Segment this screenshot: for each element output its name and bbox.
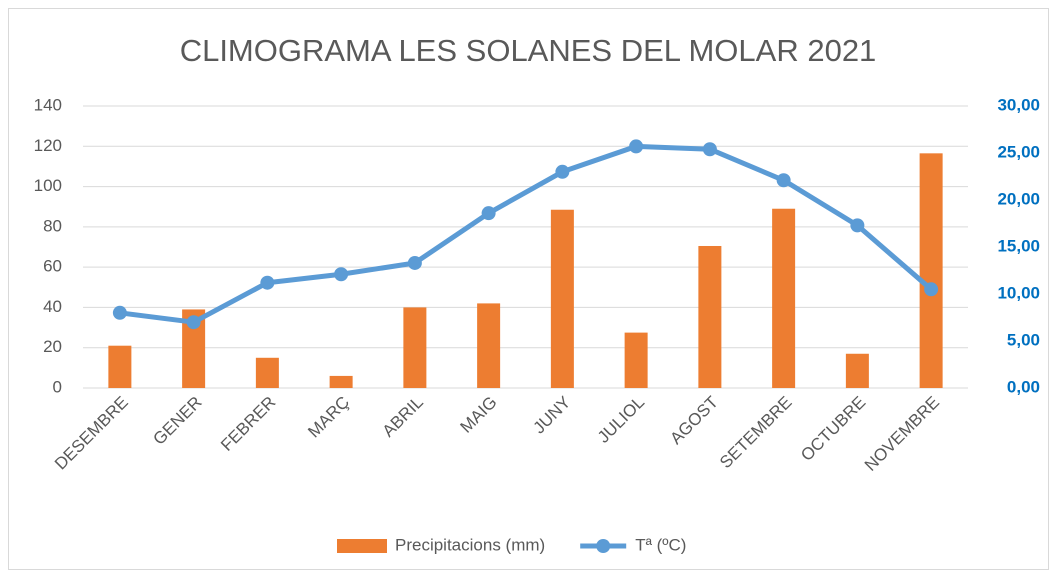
y-tick-label: 80 [43, 216, 62, 235]
y2-tick-label: 30,00 [997, 95, 1040, 114]
bar [477, 303, 501, 388]
line-marker [112, 305, 127, 320]
line-marker [186, 315, 201, 330]
y2-tick-label: 0,00 [1007, 377, 1040, 396]
y2-tick-label: 20,00 [997, 189, 1040, 208]
y-tick-label: 0 [53, 377, 62, 396]
bar [919, 153, 943, 388]
y-tick-label: 40 [43, 297, 62, 316]
bar [182, 309, 206, 388]
bar [329, 375, 353, 388]
y-tick-label: 60 [43, 257, 62, 276]
line-marker [555, 164, 570, 179]
line-marker [702, 142, 717, 157]
legend-label: Precipitacions (mm) [395, 535, 545, 554]
bar [624, 332, 648, 388]
line-marker [407, 255, 422, 270]
line-marker [481, 206, 496, 221]
legend-label: Tª (ºC) [635, 535, 686, 554]
y-tick-label: 120 [34, 136, 62, 155]
y2-tick-label: 10,00 [997, 283, 1040, 302]
line-marker [924, 282, 939, 297]
line-marker [776, 173, 791, 188]
legend-swatch [337, 539, 387, 553]
bar [108, 345, 132, 388]
y2-tick-label: 5,00 [1007, 330, 1040, 349]
line-marker [850, 218, 865, 233]
chart-title: CLIMOGRAMA LES SOLANES DEL MOLAR 2021 [180, 33, 877, 68]
bar [255, 357, 279, 388]
bar [698, 245, 722, 388]
line [119, 143, 933, 325]
bar [403, 307, 427, 388]
line-marker [334, 267, 349, 282]
line-marker [629, 139, 644, 154]
y2-tick-label: 15,00 [997, 236, 1040, 255]
bar [550, 209, 574, 388]
line-marker [260, 275, 275, 290]
chart-border [8, 8, 1049, 570]
y-tick-label: 140 [34, 95, 62, 114]
y2-tick-label: 25,00 [997, 142, 1040, 161]
bar [772, 208, 796, 388]
bar [845, 353, 869, 388]
y-tick-label: 100 [34, 176, 62, 195]
y-tick-label: 20 [43, 337, 62, 356]
legend-marker [596, 539, 611, 553]
